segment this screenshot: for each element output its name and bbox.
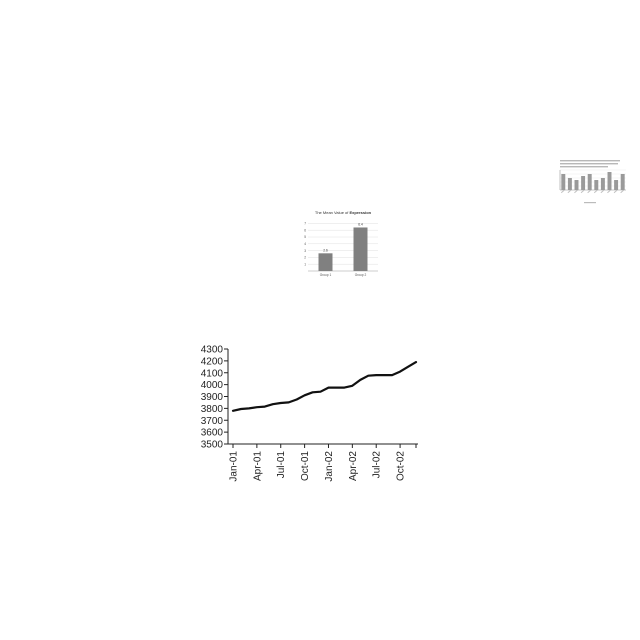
line-chart-x-tick-label: Oct-02 <box>396 451 407 481</box>
mini-x-tick-label <box>580 189 585 194</box>
line-chart-x-tick-label: Apr-01 <box>252 451 263 481</box>
line-chart-x-tick-label: Apr-02 <box>348 451 359 481</box>
mini-x-tick-label <box>587 189 592 194</box>
line-chart-x-tick-label: Jan-01 <box>229 451 240 482</box>
mini-title-line-3 <box>560 166 608 168</box>
mean-value-bar-chart: The Mean Value of Expression 1 2 3 4 5 6 7 2.6 Gr… <box>304 210 378 277</box>
line-chart-y-tick-label: 3700 <box>201 416 224 427</box>
bar-chart-x-tick-label: Group 2 <box>355 273 367 277</box>
line-chart-y-tick-label: 4000 <box>201 380 224 391</box>
bar-chart-title: The Mean Value of Expression <box>315 210 372 215</box>
mini-bar <box>614 180 619 190</box>
line-chart-x-tick-label: Jul-02 <box>372 451 383 479</box>
mini-x-tick-label <box>620 189 625 194</box>
mini-bar <box>561 174 566 190</box>
mini-bar <box>567 178 572 190</box>
mini-x-tick-label <box>613 189 618 194</box>
line-chart-y-tick-label: 3600 <box>201 428 224 439</box>
mini-x-axis-title <box>584 202 596 204</box>
line-chart-y-tick-label: 3800 <box>201 404 224 415</box>
bar-chart-y-tick-label: 1 <box>304 262 306 266</box>
mini-x-tick-label <box>600 189 605 194</box>
line-chart-y-tick-label: 4200 <box>201 356 224 367</box>
line-chart-x-tick-label: Oct-01 <box>300 451 311 481</box>
mini-x-tick-label <box>560 189 565 194</box>
mini-x-tick-label <box>593 189 598 194</box>
bar-chart-y-tick-label: 5 <box>304 235 306 239</box>
line-chart-y-tick-label: 3900 <box>201 392 224 403</box>
mini-x-tick-label <box>607 189 611 194</box>
bar-chart-y-tick-label: 7 <box>304 222 306 226</box>
mini-x-tick-label <box>574 189 578 194</box>
line-chart-series-line <box>231 361 418 412</box>
mini-title-line-2 <box>560 163 618 165</box>
bar-chart-x-tick-label: Group 1 <box>320 273 332 277</box>
mini-bar <box>594 180 599 190</box>
bar-chart-y-tick-label: 6 <box>304 228 306 232</box>
bar-chart-data-label: 6.4 <box>358 222 363 226</box>
mini-bar <box>607 172 612 190</box>
mini-bar <box>587 174 592 190</box>
mini-bar <box>581 176 586 190</box>
mini-x-tick-label <box>567 189 572 194</box>
bar-chart-y-tick-label: 3 <box>304 249 306 253</box>
line-chart-y-tick-label: 4100 <box>201 368 224 379</box>
mini-bar-chart <box>559 160 626 204</box>
mini-bar <box>600 178 605 190</box>
mini-bar <box>574 180 579 190</box>
line-chart-x-tick-label: Jul-01 <box>276 451 287 479</box>
bar-chart-y-tick-label: 2 <box>304 256 306 260</box>
bar-chart-data-label: 2.6 <box>323 248 328 252</box>
bar-chart-bar <box>318 253 333 271</box>
line-chart-y-tick-label: 3500 <box>201 440 224 451</box>
bar-chart-y-tick-label: 4 <box>304 242 306 246</box>
mini-bar <box>620 174 625 190</box>
bar-chart-bar <box>353 227 368 271</box>
line-chart-x-tick-label: Jan-02 <box>324 451 335 482</box>
line-chart-y-tick-label: 4300 <box>201 345 224 356</box>
mini-title-line-1 <box>560 160 620 162</box>
